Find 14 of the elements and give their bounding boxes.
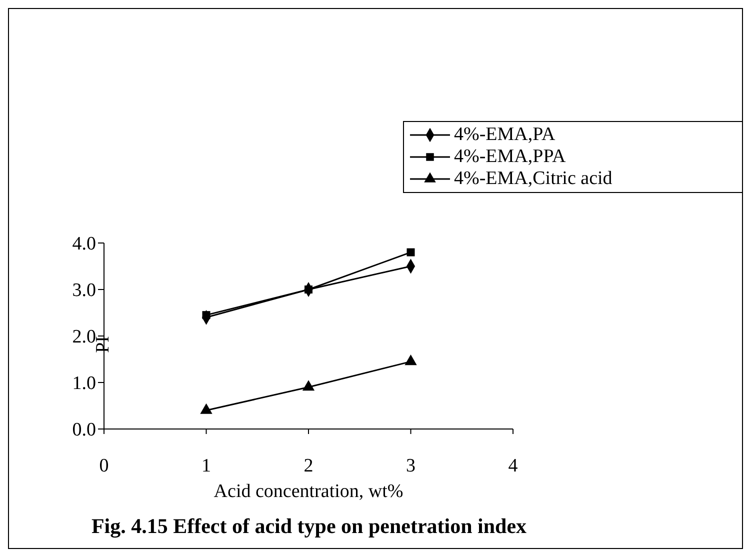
text: Fig. 4.15 Effect of acid type on penetration index — [90, 514, 528, 539]
x-axis-title: Acid concentration, wt% — [214, 481, 404, 502]
x-tick-label: 3 — [406, 455, 416, 476]
x-tick-label: 1 — [202, 455, 211, 476]
legend-label: 4%-EMA,PA — [454, 124, 556, 146]
y-tick-label: 0.0 — [72, 420, 96, 441]
legend-label: 4%-EMA,Citric acid — [454, 168, 612, 190]
x-tick-label: 0 — [99, 455, 109, 476]
y-tick-label: 4.0 — [72, 234, 96, 255]
x-tick-label: 4 — [508, 455, 518, 476]
y-tick-label: 3.0 — [72, 280, 96, 302]
y-tick-label: 1.0 — [72, 373, 96, 394]
x-tick-label: 2 — [304, 455, 314, 476]
legend-label: 4%-EMA,PPA — [454, 146, 566, 168]
